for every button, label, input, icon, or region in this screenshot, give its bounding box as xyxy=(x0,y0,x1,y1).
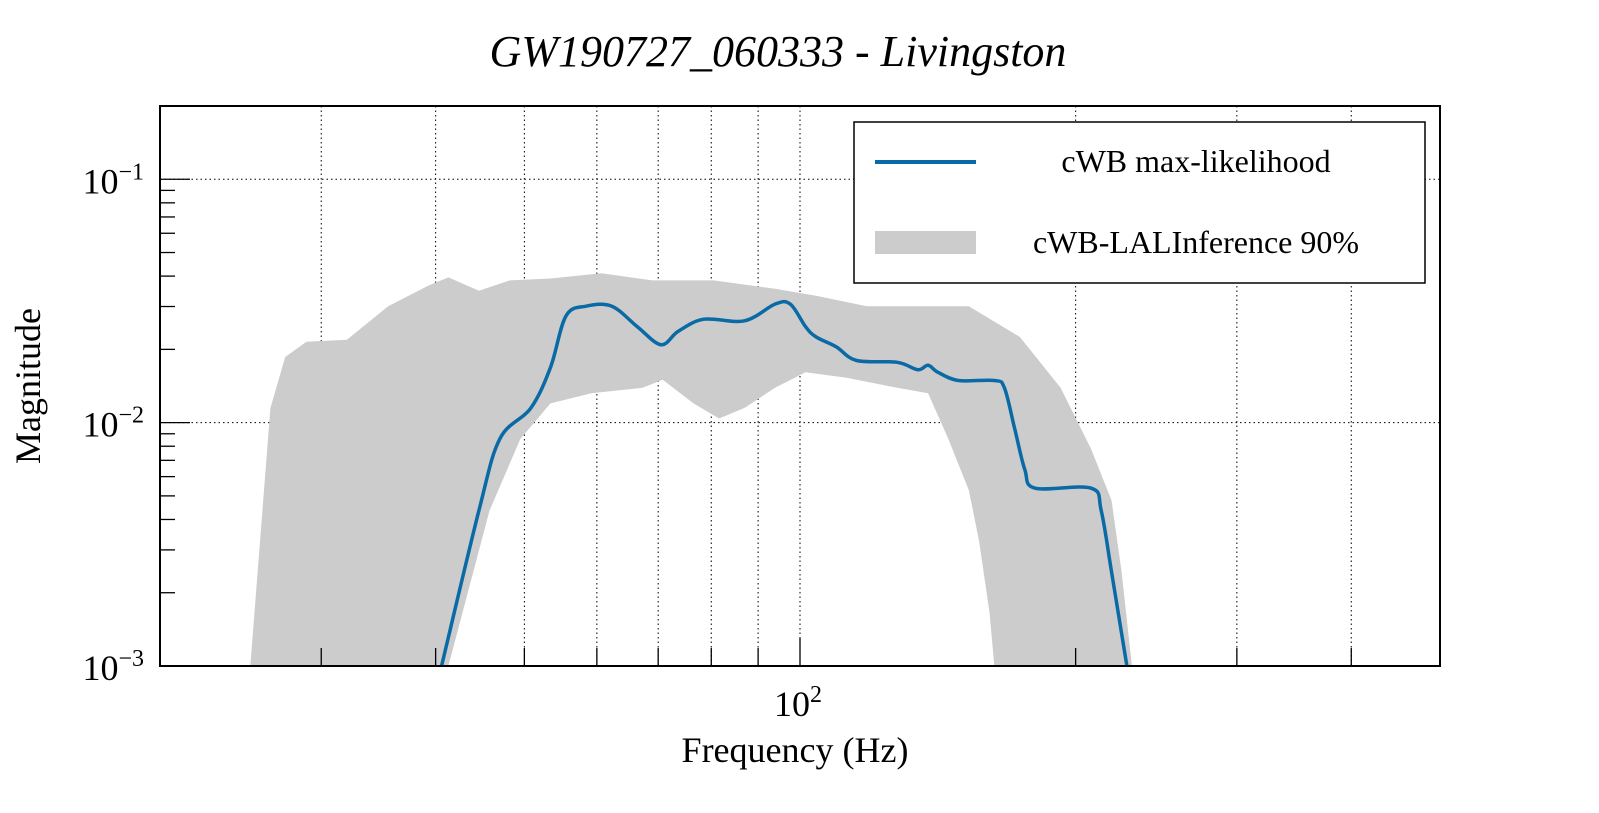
x-tick-label: 102 xyxy=(774,682,822,724)
ticks xyxy=(160,105,1352,667)
legend-band-swatch xyxy=(875,231,976,254)
y-tick-label: 10−1 xyxy=(82,159,144,201)
legend-box xyxy=(853,121,1426,284)
confidence-band xyxy=(250,273,1132,666)
x-axis-label: Frequency (Hz) xyxy=(682,730,909,770)
chart-title: GW190727_060333 - Livingston xyxy=(490,27,1067,76)
tick-labels: 10−1 10−2 10−3 102 xyxy=(82,159,822,724)
legend-label-max-likelihood: cWB max-likelihood xyxy=(1061,143,1330,179)
y-axis-label: Magnitude xyxy=(8,308,48,464)
y-tick-label: 10−2 xyxy=(82,403,144,445)
legend-label-band: cWB-LALInference 90% xyxy=(1033,224,1359,260)
legend: cWB max-likelihood cWB-LALInference 90% xyxy=(853,121,1426,284)
y-tick-label: 10−3 xyxy=(82,646,144,688)
max-likelihood-line xyxy=(439,299,1129,666)
